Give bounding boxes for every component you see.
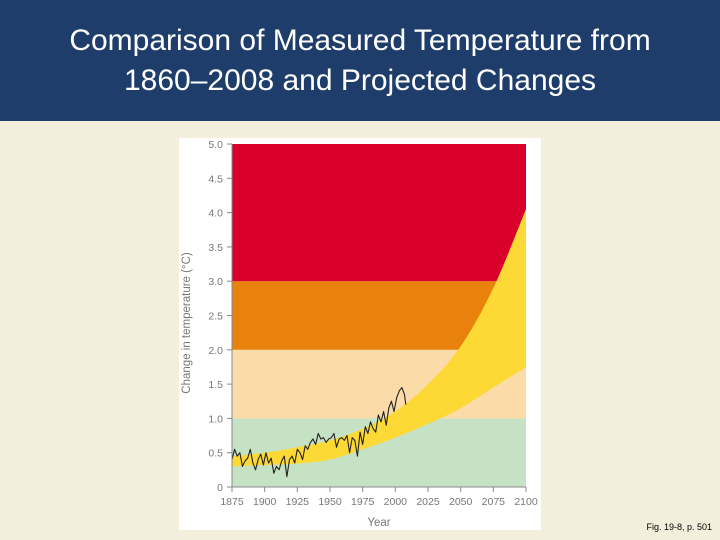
figure-caption: Fig. 19-8, p. 501: [646, 522, 712, 532]
x-tick-label: 1950: [318, 496, 342, 508]
y-tick-label: 1.0: [208, 413, 223, 425]
x-tick-label: 2075: [482, 496, 506, 508]
measured-series-layer: [231, 386, 407, 478]
y-axis: 0 0.5 1.0 1.5 2.0 2.5 3.0 3.5 4.0 4.5 5.0: [208, 139, 233, 494]
y-tick-label: 2.0: [208, 345, 223, 357]
y-tick-label: 4.0: [208, 208, 223, 220]
y-axis-title: Change in temperature (°C): [181, 252, 193, 394]
title-line-2: 1860–2008 and Projected Changes: [123, 63, 597, 97]
temperature-chart: 0 0.5 1.0 1.5 2.0 2.5 3.0 3.5 4.0 4.5 5.0 1875 1900…: [181, 139, 538, 529]
x-tick-label: 2025: [416, 496, 440, 508]
y-tick-label: 2.5: [208, 311, 223, 323]
slide-title: Comparison of Measured Temperature from …: [20, 21, 700, 101]
x-tick-label: 1900: [253, 496, 277, 508]
x-tick-label: 2000: [384, 496, 408, 508]
band-3.0-5.0: [232, 144, 526, 282]
projection-layer: [232, 209, 526, 467]
x-tick-label: 2100: [514, 496, 538, 508]
x-axis: 1875 1900 1925 1950 1975 2000 2025 2050 2075 2100: [220, 486, 538, 508]
y-tick-label: 3.5: [208, 242, 223, 254]
y-tick-label: 0: [217, 482, 223, 494]
y-tick-label: 1.5: [208, 379, 223, 391]
x-tick-label: 1925: [286, 496, 310, 508]
slide-header: Comparison of Measured Temperature from …: [0, 0, 720, 121]
x-tick-label: 1975: [351, 496, 375, 508]
title-line-1: Comparison of Measured Temperature from: [69, 23, 651, 57]
y-tick-label: 4.5: [208, 173, 223, 185]
measured-temperature-line: [231, 386, 407, 478]
x-tick-label: 2050: [449, 496, 473, 508]
x-axis-title: Year: [367, 517, 390, 529]
y-tick-label: 0.5: [208, 448, 223, 460]
chart-figure: 0 0.5 1.0 1.5 2.0 2.5 3.0 3.5 4.0 4.5 5.0 1875 1900…: [179, 138, 541, 530]
projection-envelope: [232, 209, 526, 467]
x-tick-label: 1875: [220, 496, 244, 508]
y-tick-label: 5.0: [208, 139, 223, 151]
y-tick-label: 3.0: [208, 276, 223, 288]
